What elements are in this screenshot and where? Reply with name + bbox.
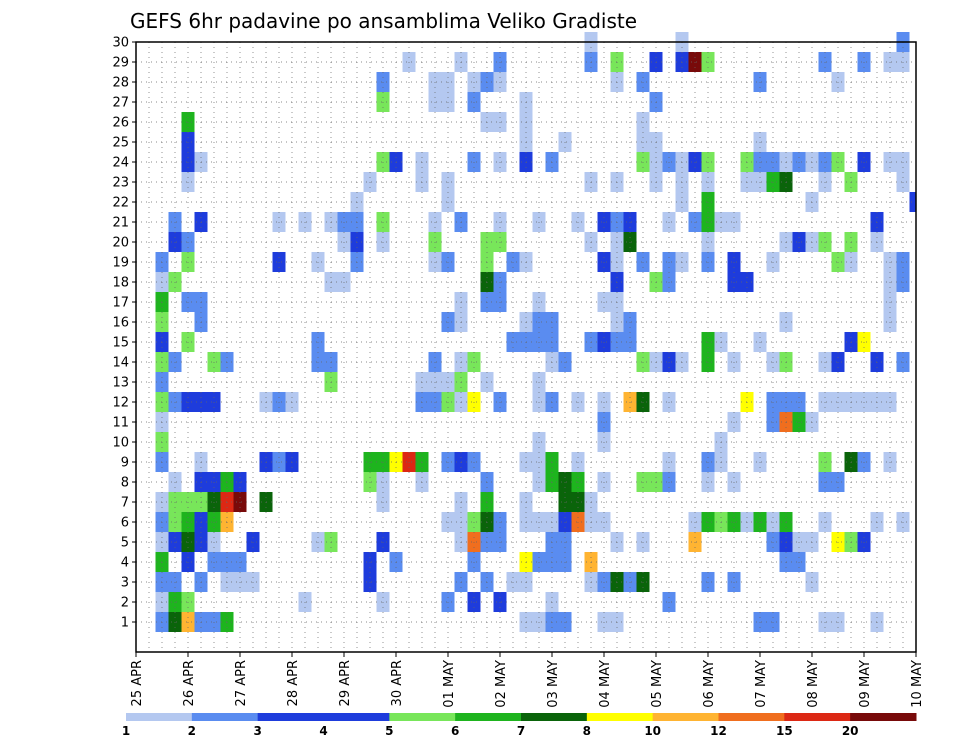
y-tick-label: 11 (112, 416, 129, 431)
legend-swatch (126, 713, 193, 721)
legend-label: 4 (319, 724, 327, 738)
legend-label: 20 (842, 724, 859, 738)
y-tick-label: 20 (112, 236, 129, 251)
y-tick-label: 18 (112, 276, 129, 291)
x-tick-label: 29 APR (338, 660, 353, 706)
y-tick-label: 10 (112, 436, 129, 451)
y-tick-label: 3 (121, 576, 129, 591)
y-tick-label: 27 (112, 96, 129, 111)
x-tick-label: 09 MAY (858, 660, 873, 708)
x-tick-label: 02 MAY (494, 660, 509, 708)
legend-swatch (257, 713, 324, 721)
x-tick-label: 04 MAY (598, 660, 613, 708)
legend-label: 8 (583, 724, 591, 738)
x-tick-label: 25 APR (130, 660, 145, 706)
y-tick-label: 30 (112, 36, 129, 51)
y-tick-label: 1 (121, 616, 129, 631)
y-tick-label: 13 (112, 376, 129, 391)
legend-label: 6 (451, 724, 459, 738)
x-tick-label: 05 MAY (650, 660, 665, 708)
y-tick-label: 24 (112, 156, 129, 171)
legend-label: 5 (385, 724, 393, 738)
legend-swatch (718, 713, 785, 721)
y-tick-label: 23 (112, 176, 129, 191)
legend-swatch (652, 713, 719, 721)
x-tick-label: 07 MAY (754, 660, 769, 708)
x-tick-label: 28 APR (286, 660, 301, 706)
y-tick-label: 15 (112, 336, 129, 351)
x-tick-label: 27 APR (234, 660, 249, 706)
legend-swatch (521, 713, 588, 721)
y-tick-label: 8 (121, 476, 129, 491)
x-tick-label: 06 MAY (702, 660, 717, 708)
y-tick-label: 28 (112, 76, 129, 91)
legend-swatch (455, 713, 522, 721)
plot-frame (135, 41, 917, 653)
y-tick-label: 22 (112, 196, 129, 211)
y-tick-label: 16 (112, 316, 129, 331)
x-tick-label: 08 MAY (806, 660, 821, 708)
y-tick-label: 6 (121, 516, 129, 531)
y-tick-label: 12 (112, 396, 129, 411)
y-axis: 1234567891011121314151617181920212223242… (112, 36, 136, 631)
x-tick-label: 01 MAY (442, 660, 457, 708)
y-tick-label: 5 (121, 536, 129, 551)
legend-label: 12 (710, 724, 727, 738)
x-tick-label: 03 MAY (546, 660, 561, 708)
legend-label: 1 (122, 724, 130, 738)
legend-label: 7 (517, 724, 525, 738)
chart-title: GEFS 6hr padavine po ansamblima Veliko G… (130, 9, 637, 33)
legend-swatch (389, 713, 456, 721)
legend-swatch (850, 713, 917, 721)
y-tick-label: 17 (112, 296, 129, 311)
x-tick-label: 10 MAY (910, 660, 925, 708)
legend-label: 3 (253, 724, 261, 738)
legend-label: 2 (188, 724, 196, 738)
x-axis: 25 APR 26 APR 27 APR 28 APR 29 APR 30 APR 01 M… (130, 652, 925, 708)
y-tick-label: 29 (112, 56, 129, 71)
legend-swatch (191, 713, 259, 721)
y-tick-label: 25 (112, 136, 129, 151)
legend-label: 10 (644, 724, 661, 738)
y-tick-label: 7 (121, 496, 129, 511)
y-tick-label: 4 (121, 556, 129, 571)
color-legend: 1 2 3 4 5 6 7 8 10 12 15 20 (122, 713, 917, 738)
y-tick-label: 9 (121, 456, 129, 471)
y-tick-label: 14 (112, 356, 129, 371)
x-tick-label: 26 APR (182, 660, 197, 706)
legend-label: 15 (776, 724, 793, 738)
y-tick-label: 21 (112, 216, 129, 231)
legend-swatch (586, 713, 654, 721)
y-tick-label: 19 (112, 256, 129, 271)
legend-swatch (323, 713, 390, 721)
y-tick-label: 2 (121, 596, 129, 611)
x-tick-label: 30 APR (390, 660, 405, 706)
heatmap-cell (909, 192, 916, 212)
legend-swatch (784, 713, 851, 721)
y-tick-label: 26 (112, 116, 129, 131)
